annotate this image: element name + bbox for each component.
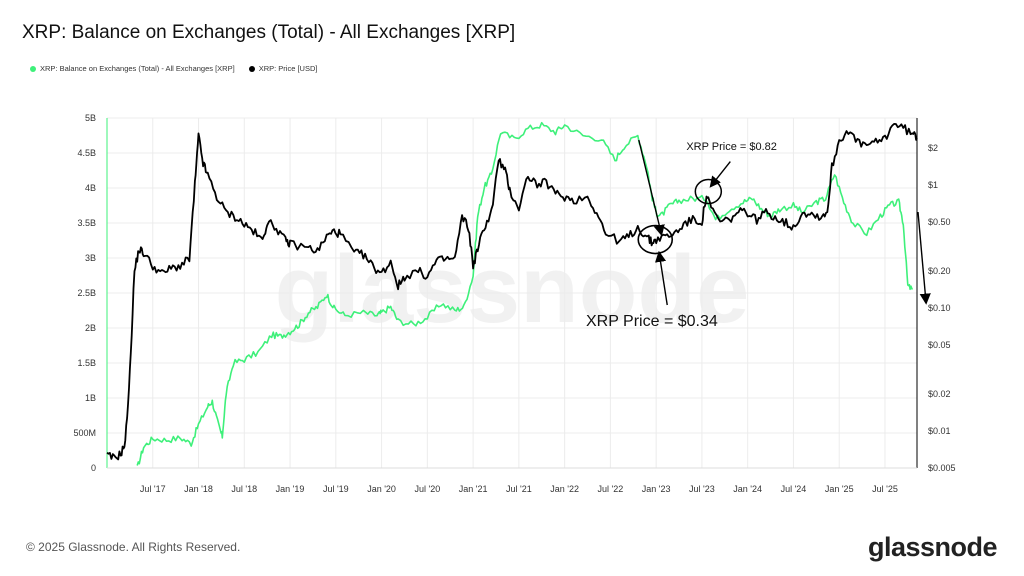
y-right-tick-label: $0.20 [928, 266, 951, 276]
x-tick-label: Jan '19 [276, 484, 305, 494]
series-price-line [106, 123, 918, 461]
glassnode-logo[interactable]: glassnode [868, 532, 998, 562]
chart-legend: XRP: Balance on Exchanges (Total) - All … [30, 64, 317, 73]
legend-label-balance: XRP: Balance on Exchanges (Total) - All … [40, 64, 235, 73]
y-left-tick-label: 1B [85, 393, 96, 403]
annotation-arrow-034-down [638, 139, 665, 237]
y-left-tick-label: 4B [85, 183, 96, 193]
x-tick-label: Jan '25 [825, 484, 854, 494]
x-tick-label: Jan '22 [550, 484, 579, 494]
annotation-circle-082 [694, 178, 723, 205]
x-tick-label: Jul '20 [414, 484, 440, 494]
y-left-tick-label: 0 [91, 463, 96, 473]
watermark: glassnode [275, 236, 750, 343]
x-tick-label: Jul '19 [323, 484, 349, 494]
y-left-tick-label: 1.5B [77, 358, 96, 368]
x-tick-label: Jul '22 [598, 484, 624, 494]
grid [107, 117, 917, 469]
y-right-tick-label: $0.01 [928, 426, 951, 436]
annotation-label-082: XRP Price = $0.82 [686, 141, 777, 153]
x-tick-label: Jan '24 [733, 484, 762, 494]
y-right-tick-label: $1 [928, 180, 938, 190]
y-left-tick-label: 500M [73, 428, 96, 438]
series-layer [106, 121, 918, 466]
annotation-label-034: XRP Price = $0.34 [586, 313, 718, 330]
x-tick-label: Jul '18 [231, 484, 257, 494]
y-left-tick-label: 2B [85, 323, 96, 333]
copyright-footer: © 2025 Glassnode. All Rights Reserved. [26, 540, 241, 554]
legend-item-balance[interactable]: XRP: Balance on Exchanges (Total) - All … [30, 64, 235, 73]
annotation-arrow-balance-drop [917, 211, 931, 305]
chart-title: XRP: Balance on Exchanges (Total) - All … [22, 22, 516, 43]
x-tick-label: Jul '25 [872, 484, 898, 494]
annotation-arrow-034-up [654, 250, 668, 306]
annotations-layer: XRP Price = $0.82 XRP Price = $0.34 [586, 139, 931, 330]
y-left-tick-label: 5B [85, 113, 96, 123]
x-tick-label: Jul '24 [781, 484, 807, 494]
legend-dot-price [248, 65, 255, 72]
y-right-tick-label: $0.005 [928, 463, 956, 473]
legend-label-price: XRP: Price [USD] [258, 64, 318, 73]
legend-item-price[interactable]: XRP: Price [USD] [248, 64, 318, 73]
y-right-tick-label: $0.02 [928, 389, 951, 399]
y-right-tick-label: $2 [928, 143, 938, 153]
x-tick-label: Jan '20 [367, 484, 396, 494]
y-right-tick-label: $0.10 [928, 303, 951, 313]
y-right-tick-label: $0.05 [928, 340, 951, 350]
x-tick-label: Jan '23 [642, 484, 671, 494]
legend-dot-balance [30, 65, 36, 72]
y-left-tick-label: 4.5B [77, 148, 96, 158]
x-tick-label: Jul '23 [689, 484, 715, 494]
y-left-tick-label: 2.5B [77, 288, 96, 298]
axes: Jul '17 Jan '18 Jul '18 Jan '19 Jul '19 Jan '… [73, 113, 955, 494]
x-tick-label: Jul '21 [506, 484, 532, 494]
y-left-tick-label: 3.5B [77, 218, 96, 228]
y-right-tick-label: $0.50 [928, 217, 951, 227]
annotation-arrow-082 [709, 161, 731, 188]
x-tick-label: Jan '18 [184, 484, 213, 494]
series-balance-line [136, 121, 914, 466]
x-tick-label: Jul '17 [140, 484, 166, 494]
y-left-tick-label: 3B [85, 253, 96, 263]
x-tick-label: Jan '21 [459, 484, 488, 494]
